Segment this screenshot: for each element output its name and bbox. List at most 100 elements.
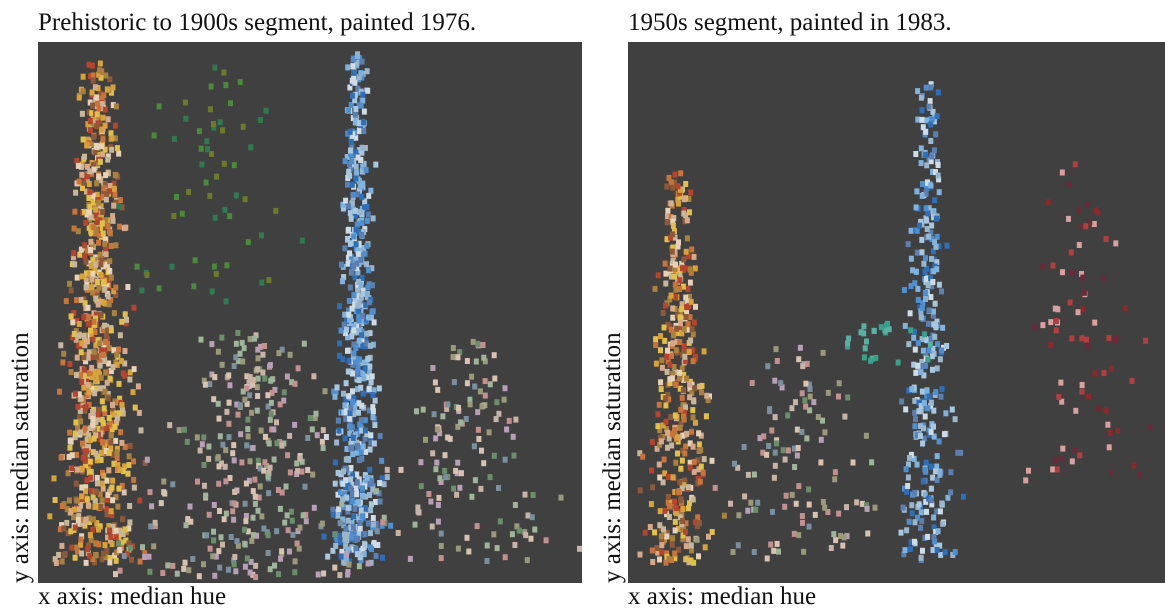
thumbnail	[919, 145, 924, 151]
thumbnail	[687, 382, 692, 388]
thumbnail	[102, 287, 107, 293]
thumbnail	[368, 530, 373, 536]
thumbnail	[916, 297, 921, 303]
thumbnail	[346, 227, 351, 233]
thumbnail	[704, 413, 709, 419]
thumbnail	[688, 267, 693, 273]
thumbnail	[374, 553, 379, 559]
thumbnail	[670, 535, 675, 541]
thumbnail	[665, 219, 670, 225]
thumbnail	[700, 383, 705, 389]
thumbnail	[674, 347, 679, 353]
thumbnail	[266, 490, 271, 496]
thumbnail	[691, 497, 696, 503]
thumbnail	[346, 505, 351, 511]
thumbnail	[73, 525, 78, 531]
thumbnail	[939, 288, 944, 294]
thumbnail	[354, 486, 359, 492]
thumbnail	[77, 179, 82, 185]
thumbnail	[922, 331, 927, 337]
thumbnail	[238, 402, 243, 408]
thumbnail	[358, 257, 363, 263]
thumbnail	[252, 336, 257, 342]
thumbnail	[525, 557, 530, 563]
thumbnail	[907, 455, 912, 461]
thumbnail	[936, 89, 941, 95]
thumbnail	[660, 365, 665, 371]
thumbnail	[355, 443, 360, 449]
thumbnail	[174, 194, 179, 200]
thumbnail	[678, 170, 683, 176]
thumbnail	[138, 559, 143, 565]
thumbnail	[363, 251, 368, 257]
thumbnail	[933, 389, 938, 395]
thumbnail	[914, 204, 919, 210]
thumbnail	[659, 542, 664, 548]
thumbnail	[93, 84, 98, 90]
thumbnail	[789, 405, 794, 411]
thumbnail	[232, 457, 237, 463]
thumbnail	[696, 430, 701, 436]
thumbnail	[67, 361, 72, 367]
thumbnail	[692, 459, 697, 465]
thumbnail	[117, 467, 122, 473]
thumbnail	[333, 460, 338, 466]
thumbnail	[650, 484, 655, 490]
thumbnail	[836, 511, 841, 517]
thumbnail	[211, 529, 216, 535]
thumbnail	[112, 310, 117, 316]
thumbnail	[670, 305, 675, 311]
thumbnail	[86, 305, 91, 311]
thumbnail	[1050, 466, 1055, 472]
thumbnail	[131, 389, 136, 395]
thumbnail	[86, 503, 91, 509]
thumbnail	[862, 354, 867, 360]
thumbnail	[97, 340, 102, 346]
thumbnail	[109, 243, 114, 249]
thumbnail	[216, 481, 221, 487]
thumbnail	[346, 261, 351, 267]
thumbnail	[137, 498, 142, 504]
thumbnail	[682, 196, 687, 202]
thumbnail	[950, 407, 955, 413]
thumbnail	[80, 441, 85, 447]
thumbnail	[680, 458, 685, 464]
thumbnail	[503, 554, 508, 560]
thumbnail	[699, 464, 704, 470]
thumbnail	[332, 565, 337, 571]
thumbnail	[1108, 430, 1113, 436]
thumbnail	[423, 437, 428, 443]
thumbnail	[123, 526, 128, 532]
thumbnail	[922, 467, 927, 473]
thumbnail	[681, 257, 686, 263]
thumbnail	[97, 67, 102, 73]
thumbnail	[530, 514, 535, 520]
thumbnail	[82, 253, 87, 259]
thumbnail	[245, 555, 250, 561]
thumbnail	[356, 410, 361, 416]
thumbnail	[59, 543, 64, 549]
thumbnail	[498, 518, 503, 524]
thumbnail	[361, 391, 366, 397]
thumbnail	[218, 119, 223, 125]
thumbnail	[255, 366, 260, 372]
thumbnail	[373, 162, 378, 168]
thumbnail	[643, 530, 648, 536]
thumbnail	[365, 88, 370, 94]
thumbnail	[85, 546, 90, 552]
thumbnail	[206, 456, 211, 462]
thumbnail	[452, 379, 457, 385]
thumbnail	[368, 343, 373, 349]
thumbnail	[184, 522, 189, 528]
thumbnail	[663, 303, 668, 309]
thumbnail	[919, 160, 924, 166]
thumbnail	[577, 546, 582, 552]
thumbnail	[667, 503, 672, 509]
thumbnail	[664, 354, 669, 360]
thumbnail	[360, 513, 365, 519]
thumbnail	[315, 432, 320, 438]
thumbnail	[934, 216, 939, 222]
thumbnail	[73, 391, 78, 397]
thumbnail	[665, 430, 670, 436]
thumbnail	[321, 427, 326, 433]
